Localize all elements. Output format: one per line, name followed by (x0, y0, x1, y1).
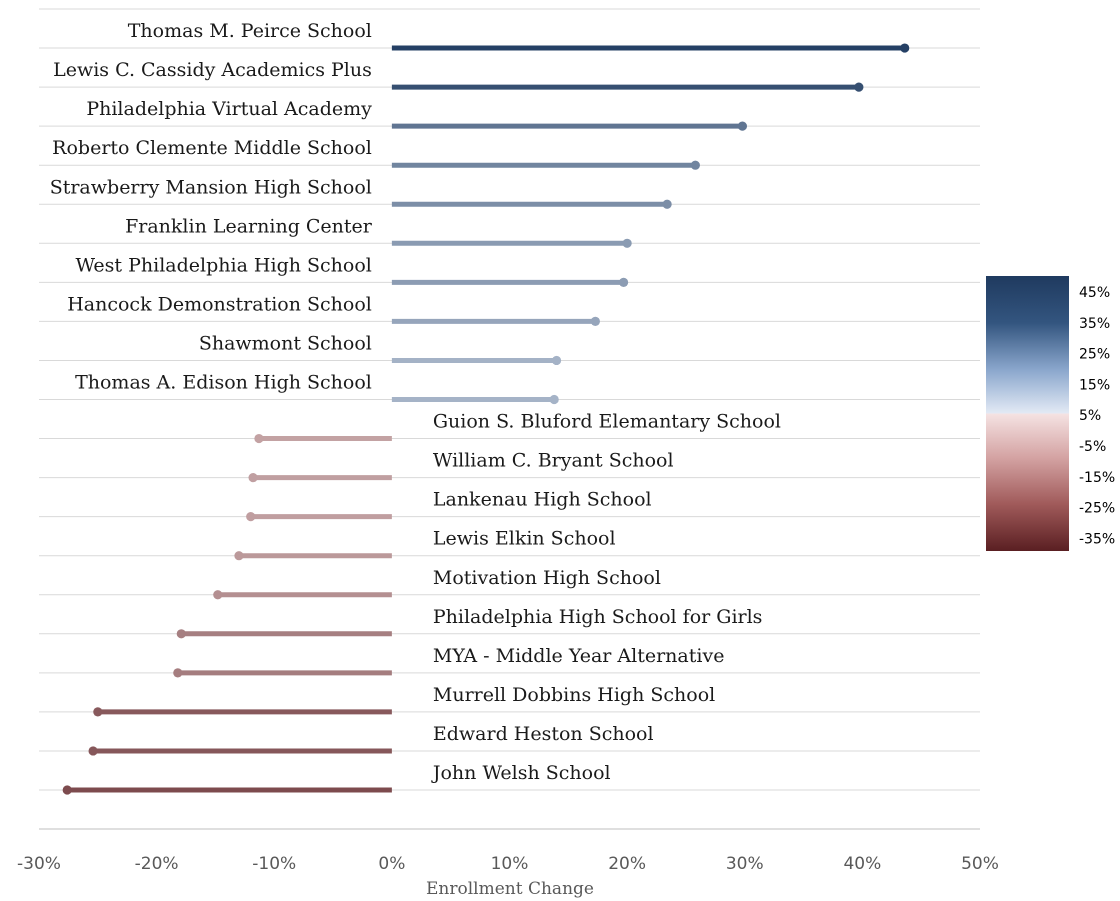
lollipop-dot (176, 629, 186, 639)
school-label: Strawberry Mansion High School (50, 176, 372, 198)
school-label: Edward Heston School (433, 723, 654, 745)
school-label: William C. Bryant School (433, 450, 674, 472)
school-label: Murrell Dobbins High School (433, 684, 715, 706)
lollipop-dot (854, 82, 864, 92)
legend-label: 5% (1079, 408, 1101, 424)
lollipop-dot (173, 668, 183, 678)
school-label: John Welsh School (431, 762, 611, 784)
color-legend: 45% 35% 25% 15% 5% -5% -15% -25% -35% (986, 276, 1115, 551)
lollipop-dot (618, 277, 629, 287)
lollipop-dot (213, 590, 223, 600)
school-label: Philadelphia Virtual Academy (86, 98, 372, 120)
legend-label: 15% (1079, 377, 1110, 393)
school-label: Lewis C. Cassidy Academics Plus (53, 59, 372, 81)
school-label: West Philadelphia High School (75, 254, 371, 276)
legend-label: -15% (1079, 470, 1115, 486)
school-label: MYA - Middle Year Alternative (433, 645, 725, 667)
lollipop-dot (900, 43, 910, 53)
x-tick-label: 20% (608, 854, 646, 874)
x-axis: -30% -20% -10% 0% 10% 20% 30% 40% 50% (17, 828, 999, 874)
x-tick-label: 40% (843, 854, 881, 874)
lollipop-dot (88, 746, 98, 756)
school-label: Thomas M. Peirce School (128, 20, 372, 42)
school-label: Hancock Demonstration School (67, 293, 372, 315)
lollipop-dot (93, 707, 103, 717)
lollipop-dot (549, 394, 559, 405)
lollipop-dot (254, 433, 264, 444)
school-label: Philadelphia High School for Girls (433, 606, 763, 628)
x-tick-label: 0% (378, 854, 405, 874)
x-tick-label: 30% (726, 854, 764, 874)
lollipop-dot (590, 316, 600, 326)
legend-label: -5% (1079, 439, 1106, 455)
lollipop-dot (737, 121, 747, 131)
school-label: Thomas A. Edison High School (75, 372, 372, 394)
x-tick-label: -30% (17, 854, 61, 874)
x-tick-label: 50% (961, 854, 999, 874)
school-label: Motivation High School (433, 567, 661, 589)
lollipop-dot (248, 473, 258, 483)
x-tick-label: -20% (135, 854, 179, 874)
lollipop-dot (62, 785, 72, 795)
school-label: Roberto Clemente Middle School (52, 137, 372, 159)
school-labels: Thomas M. Peirce School Lewis C. Cassidy … (50, 20, 781, 784)
school-label: Guion S. Bluford Elemantary School (433, 411, 781, 433)
lollipop-dot (690, 160, 700, 170)
lollipop-dot (662, 199, 672, 209)
school-label: Shawmont School (199, 332, 372, 354)
lollipop-dot (246, 512, 256, 522)
lollipop-dot (234, 551, 244, 561)
legend-label: 35% (1079, 316, 1110, 332)
school-label: Lewis Elkin School (433, 528, 616, 550)
legend-label: -35% (1079, 531, 1115, 547)
school-label: Franklin Learning Center (125, 215, 373, 237)
legend-label: 25% (1079, 347, 1110, 363)
color-legend-bar (986, 276, 1069, 551)
legend-label: -25% (1079, 501, 1115, 517)
lollipop-marks (62, 43, 910, 795)
x-tick-label: 10% (491, 854, 529, 874)
lollipop-dot (622, 238, 632, 248)
lollipop-dot (551, 355, 562, 366)
x-axis-title: Enrollment Change (426, 879, 594, 899)
school-label: Lankenau High School (433, 489, 652, 511)
legend-label: 45% (1079, 285, 1110, 301)
x-tick-label: -10% (252, 854, 296, 874)
